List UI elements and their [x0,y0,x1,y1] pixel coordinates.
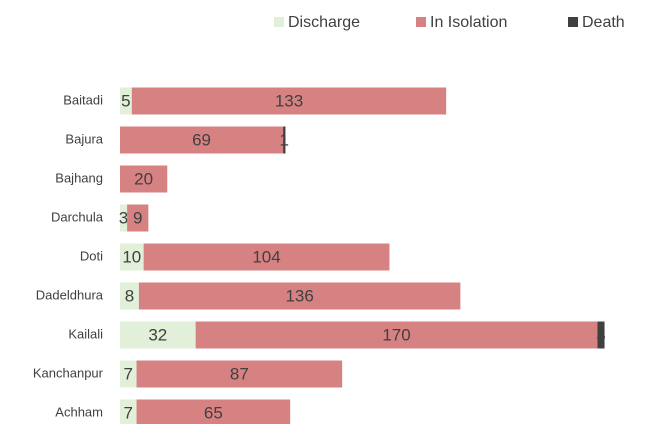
legend-swatch [416,17,426,27]
value-label: 65 [204,403,223,422]
bar-segment [136,360,343,388]
value-label: 32 [148,325,167,344]
legend-swatch [568,17,578,27]
legend-label: Death [582,14,625,31]
value-label: 8 [125,286,134,305]
value-label: 3 [596,325,605,344]
category-label: Darchula [51,209,104,224]
bar-segment [120,165,168,193]
bar-segment [120,87,132,115]
bar-segment [120,321,196,349]
category-label: Baitadi [63,92,103,107]
category-label: Dadeldhura [36,287,104,302]
value-label: 87 [230,364,249,383]
value-label: 136 [285,286,313,305]
value-label: 3 [119,208,128,227]
bar-segment [283,126,286,154]
legend-label: In Isolation [430,14,507,31]
category-label: Bajura [65,131,103,146]
bar-segment [120,360,137,388]
bar-segment [120,243,144,271]
category-label: Achham [55,404,103,419]
value-label: 5 [121,91,130,110]
category-label: Kanchanpur [33,365,104,380]
value-label: 104 [252,247,280,266]
value-label: 133 [275,91,303,110]
value-label: 10 [122,247,141,266]
bar-segment [138,282,461,310]
bar-segment [195,321,598,349]
category-label: Doti [80,248,103,263]
bar-segment [127,204,149,232]
bar-segment [597,321,605,349]
legend-swatch [274,17,284,27]
value-label: 1 [280,130,289,149]
value-label: 20 [134,169,153,188]
value-label: 7 [124,364,133,383]
category-label: Bajhang [55,170,103,185]
bar-segment [120,399,137,424]
legend-label: Discharge [288,14,360,31]
bar-segment [120,126,284,154]
category-label: Kailali [68,326,103,341]
value-label: 7 [124,403,133,422]
bar-segment [131,87,447,115]
bar-segment [120,204,128,232]
value-label: 170 [382,325,410,344]
bar-segment [136,399,291,424]
value-label: 9 [133,208,142,227]
bar-segment [143,243,390,271]
bar-segment [120,282,139,310]
value-label: 69 [192,130,211,149]
